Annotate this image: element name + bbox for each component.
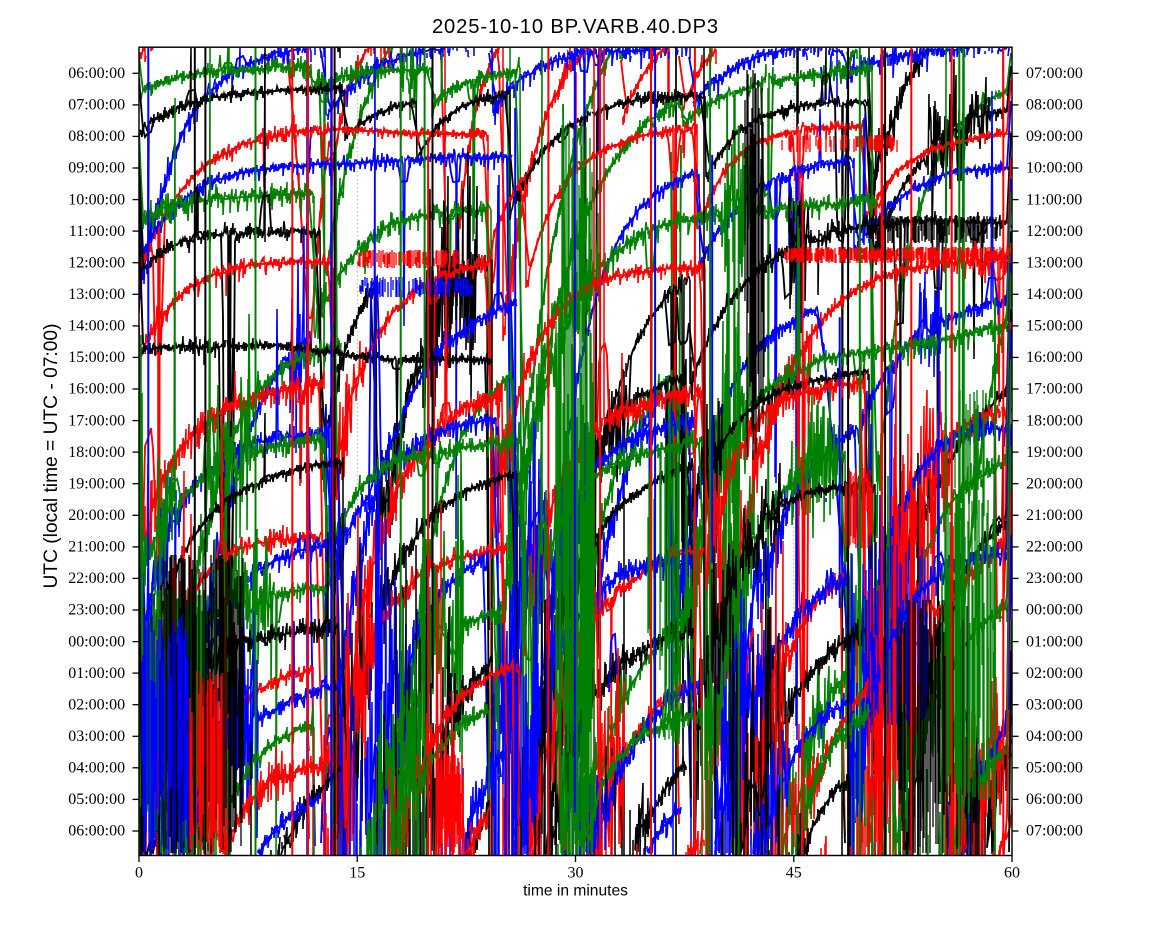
svg-text:05:00:00: 05:00:00: [68, 791, 125, 808]
svg-text:09:00:00: 09:00:00: [1026, 128, 1083, 145]
svg-text:07:00:00: 07:00:00: [1026, 65, 1083, 82]
svg-text:16:00:00: 16:00:00: [1026, 349, 1083, 366]
svg-text:17:00:00: 17:00:00: [1026, 381, 1083, 398]
svg-text:19:00:00: 19:00:00: [68, 475, 125, 492]
svg-text:22:00:00: 22:00:00: [1026, 539, 1083, 556]
svg-text:02:00:00: 02:00:00: [68, 696, 125, 713]
svg-text:21:00:00: 21:00:00: [1026, 507, 1083, 524]
svg-text:00:00:00: 00:00:00: [1026, 602, 1083, 619]
svg-text:12:00:00: 12:00:00: [68, 254, 125, 271]
svg-text:06:00:00: 06:00:00: [1026, 791, 1083, 808]
svg-text:23:00:00: 23:00:00: [1026, 570, 1083, 587]
svg-text:14:00:00: 14:00:00: [1026, 286, 1083, 303]
svg-text:18:00:00: 18:00:00: [1026, 412, 1083, 429]
svg-text:08:00:00: 08:00:00: [68, 128, 125, 145]
svg-text:05:00:00: 05:00:00: [1026, 760, 1083, 777]
svg-text:15:00:00: 15:00:00: [68, 349, 125, 366]
svg-text:17:00:00: 17:00:00: [68, 412, 125, 429]
svg-text:13:00:00: 13:00:00: [68, 286, 125, 303]
svg-text:11:00:00: 11:00:00: [69, 223, 125, 240]
svg-text:13:00:00: 13:00:00: [1026, 254, 1083, 271]
svg-text:10:00:00: 10:00:00: [68, 191, 125, 208]
svg-text:14:00:00: 14:00:00: [68, 318, 125, 335]
svg-text:03:00:00: 03:00:00: [68, 728, 125, 745]
svg-text:02:00:00: 02:00:00: [1026, 665, 1083, 682]
svg-text:15:00:00: 15:00:00: [1026, 318, 1083, 335]
svg-text:21:00:00: 21:00:00: [68, 539, 125, 556]
svg-text:45: 45: [786, 865, 802, 882]
svg-text:15: 15: [349, 865, 365, 882]
svg-text:03:00:00: 03:00:00: [1026, 696, 1083, 713]
svg-text:60: 60: [1004, 865, 1020, 882]
svg-text:23:00:00: 23:00:00: [68, 602, 125, 619]
svg-text:01:00:00: 01:00:00: [1026, 633, 1083, 650]
svg-text:20:00:00: 20:00:00: [68, 507, 125, 524]
svg-text:07:00:00: 07:00:00: [68, 97, 125, 114]
svg-text:08:00:00: 08:00:00: [1026, 97, 1083, 114]
svg-text:12:00:00: 12:00:00: [1026, 223, 1083, 240]
svg-text:04:00:00: 04:00:00: [68, 760, 125, 777]
svg-text:07:00:00: 07:00:00: [1026, 823, 1083, 840]
svg-text:UTC (local time = UTC - 07:00): UTC (local time = UTC - 07:00): [41, 324, 62, 589]
svg-text:0: 0: [135, 865, 143, 882]
svg-text:06:00:00: 06:00:00: [68, 823, 125, 840]
svg-text:06:00:00: 06:00:00: [68, 65, 125, 82]
svg-text:2025-10-10 BP.VARB.40.DP3: 2025-10-10 BP.VARB.40.DP3: [432, 16, 719, 38]
svg-text:10:00:00: 10:00:00: [1026, 160, 1083, 177]
svg-text:time in minutes: time in minutes: [523, 883, 628, 900]
svg-text:30: 30: [568, 865, 584, 882]
svg-text:00:00:00: 00:00:00: [68, 633, 125, 650]
svg-text:20:00:00: 20:00:00: [1026, 475, 1083, 492]
svg-text:18:00:00: 18:00:00: [68, 444, 125, 461]
svg-text:11:00:00: 11:00:00: [1026, 191, 1082, 208]
svg-text:16:00:00: 16:00:00: [68, 381, 125, 398]
svg-text:01:00:00: 01:00:00: [68, 665, 125, 682]
svg-text:22:00:00: 22:00:00: [68, 570, 125, 587]
svg-text:19:00:00: 19:00:00: [1026, 444, 1083, 461]
svg-text:04:00:00: 04:00:00: [1026, 728, 1083, 745]
svg-text:09:00:00: 09:00:00: [68, 160, 125, 177]
